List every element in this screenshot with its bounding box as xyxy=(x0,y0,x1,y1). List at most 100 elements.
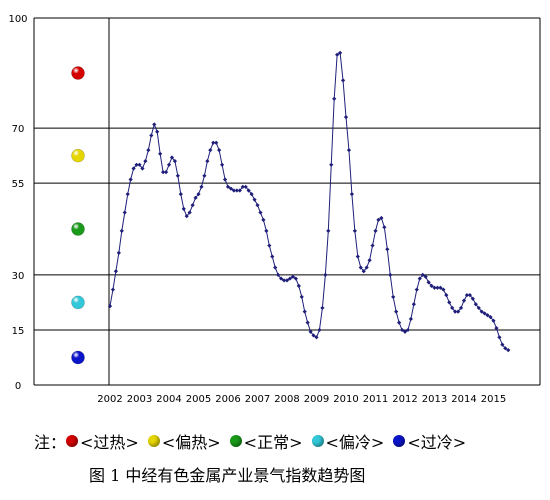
data-point xyxy=(140,166,145,171)
data-point xyxy=(146,148,151,153)
data-point xyxy=(376,217,381,222)
x-tick-label: 2008 xyxy=(274,394,299,405)
x-tick-label: 2014 xyxy=(451,394,476,405)
data-point xyxy=(196,192,201,197)
data-point xyxy=(426,280,431,285)
data-point xyxy=(187,210,192,215)
data-point xyxy=(470,296,475,301)
data-point xyxy=(494,326,499,331)
y-tick-label: 15 xyxy=(12,326,25,337)
data-point xyxy=(243,184,248,189)
x-tick-label: 2006 xyxy=(215,394,240,405)
data-point xyxy=(184,214,189,219)
data-point xyxy=(399,327,405,333)
data-point xyxy=(122,210,127,215)
y-tick-label: 70 xyxy=(12,124,25,135)
yellow-dot-icon xyxy=(147,435,160,447)
gridlines xyxy=(33,17,541,386)
data-point xyxy=(264,228,269,233)
data-point xyxy=(444,292,449,298)
data-point xyxy=(467,292,472,298)
data-point xyxy=(447,300,452,305)
data-point xyxy=(163,170,169,175)
data-point xyxy=(402,329,408,334)
x-tick-label: 2002 xyxy=(97,394,122,405)
data-point xyxy=(476,305,481,311)
data-point xyxy=(338,50,343,55)
data-point xyxy=(503,346,508,351)
data-point xyxy=(199,184,204,189)
blue-dot-icon xyxy=(393,435,406,447)
data-point xyxy=(116,250,121,255)
data-point xyxy=(335,52,340,57)
data-point xyxy=(326,228,331,233)
data-point xyxy=(258,210,263,215)
legend-prefix: 注： xyxy=(34,433,67,452)
data-point xyxy=(461,298,467,303)
x-tick-label: 2009 xyxy=(304,394,329,405)
series-line xyxy=(107,50,511,353)
data-point xyxy=(205,159,210,164)
y-tick-label: 100 xyxy=(8,14,27,25)
series-line-path xyxy=(109,52,509,351)
legend-label: <偏热> xyxy=(161,433,221,452)
data-point xyxy=(408,316,413,322)
data-point xyxy=(491,318,496,323)
data-point xyxy=(267,243,272,248)
data-point xyxy=(367,258,372,263)
data-point xyxy=(417,276,422,281)
data-point xyxy=(305,320,310,325)
data-point xyxy=(438,285,443,290)
x-tick-label: 2003 xyxy=(127,394,152,405)
data-point xyxy=(166,162,172,167)
data-point xyxy=(317,327,322,333)
data-point xyxy=(370,243,375,248)
data-point xyxy=(143,159,148,164)
data-point xyxy=(279,276,284,281)
legend-label: <正常> xyxy=(243,433,303,452)
x-tick-label: 2011 xyxy=(363,394,388,405)
data-point xyxy=(450,305,455,311)
data-point xyxy=(290,274,295,279)
zone-marker-dot xyxy=(71,66,85,80)
data-point xyxy=(432,285,437,290)
data-point xyxy=(225,184,231,189)
data-point xyxy=(364,265,369,270)
data-point xyxy=(252,197,257,202)
data-point xyxy=(237,188,242,193)
data-point xyxy=(281,278,287,283)
legend-item-normal: <正常> xyxy=(229,429,303,453)
data-point xyxy=(169,155,175,160)
data-point xyxy=(308,329,313,334)
y-tick-label: 55 xyxy=(12,179,25,190)
data-point xyxy=(220,162,225,167)
data-point xyxy=(482,311,487,316)
zone-marker-dot xyxy=(71,222,85,236)
data-point xyxy=(414,287,419,292)
x-tick-label: 2015 xyxy=(481,394,506,405)
data-point xyxy=(249,192,254,197)
data-point xyxy=(314,335,319,340)
legend-label: <过热> xyxy=(80,433,139,452)
data-point xyxy=(311,333,316,338)
data-point xyxy=(193,195,198,200)
legend: 注： <过热> <偏热> <正常> <偏冷> <过冷> xyxy=(34,430,475,452)
data-point xyxy=(107,303,113,309)
legend-item-overcool: <过冷> xyxy=(393,429,466,453)
data-point xyxy=(161,170,166,175)
data-point xyxy=(332,96,337,101)
data-point xyxy=(500,342,505,347)
data-point xyxy=(373,228,378,233)
data-point xyxy=(149,133,154,138)
legend-item-cool: <偏冷> xyxy=(311,429,384,453)
data-point xyxy=(358,265,363,270)
data-point xyxy=(273,265,278,270)
data-point xyxy=(202,173,207,178)
data-point xyxy=(506,348,511,353)
data-point xyxy=(137,162,142,167)
data-point xyxy=(110,287,116,292)
data-point xyxy=(361,269,366,274)
y-tick-labels: 0 15 30 55 70 100 xyxy=(8,14,27,392)
data-point xyxy=(231,188,236,193)
data-point xyxy=(464,292,470,298)
